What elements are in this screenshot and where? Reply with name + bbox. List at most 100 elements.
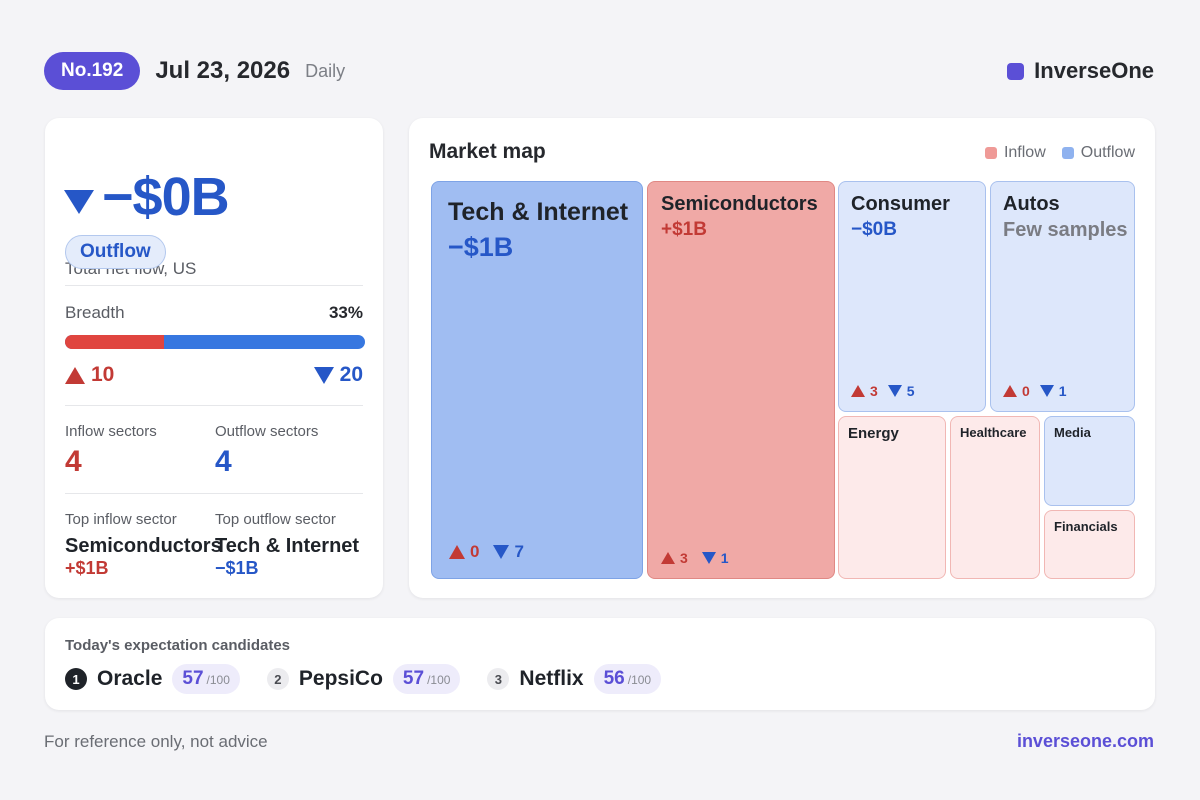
up-triangle-icon (65, 366, 85, 384)
inflow-swatch-icon (984, 147, 997, 159)
score-value: 56 (603, 668, 625, 689)
top-inflow-sector: Semiconductors (65, 535, 222, 557)
tile-up-count: 3 (680, 550, 688, 566)
decliners-count: 20 (310, 363, 363, 387)
tile-counts: 0 1 (1003, 383, 1067, 399)
up-triangle-icon (449, 545, 465, 559)
rank-badge: 2 (266, 668, 289, 690)
candidate-item[interactable]: 3 Netflix 56 /100 (487, 664, 662, 694)
tile-name: Autos (1003, 193, 1060, 215)
website-link[interactable]: inverseone.com (1016, 731, 1154, 751)
tile-consumer[interactable]: Consumer −$0B 3 5 (838, 181, 986, 412)
score-max: /100 (206, 673, 230, 687)
outflow-swatch-icon (1061, 147, 1074, 159)
tile-up: 3 (851, 383, 878, 399)
tile-up-count: 0 (1022, 383, 1030, 399)
score-value: 57 (182, 668, 204, 689)
tile-counts: 3 5 (851, 383, 915, 399)
tile-energy[interactable]: Energy (838, 416, 946, 579)
header: No.192 Jul 23, 2026 Daily InverseOne (44, 51, 1154, 91)
tile-semiconductors[interactable]: Semiconductors +$1B 3 1 (647, 181, 835, 579)
down-triangle-icon (887, 385, 902, 397)
tile-name: Healthcare (960, 425, 1027, 440)
tile-name: Energy (848, 425, 899, 442)
issue-badge: No.192 (44, 52, 141, 90)
flow-direction-badge: Outflow (65, 235, 166, 269)
top-inflow-label: Top inflow sector (65, 511, 177, 528)
disclaimer: For reference only, not advice (44, 732, 268, 751)
breadth-bar (65, 335, 365, 349)
legend-outflow-label: Outflow (1080, 144, 1135, 161)
divider (65, 285, 363, 286)
up-triangle-icon (661, 552, 675, 564)
market-map-title: Market map (429, 140, 546, 163)
market-map-legend: Inflow Outflow (969, 144, 1135, 162)
net-flow-amount: −$0B (102, 167, 230, 227)
score-max: /100 (427, 673, 451, 687)
rank-badge: 1 (65, 668, 87, 690)
advancers-count: 10 (65, 363, 114, 387)
tile-down: 5 (887, 383, 915, 399)
candidate-name: Oracle (97, 667, 163, 690)
tile-up: 3 (661, 550, 688, 566)
tile-value: −$0B (851, 219, 897, 240)
inflow-sectors-count: 4 (65, 445, 82, 478)
legend-inflow-label: Inflow (1003, 144, 1046, 161)
tile-financials[interactable]: Financials (1044, 510, 1135, 579)
candidate-item[interactable]: 2 PepsiCo 57 /100 (266, 664, 461, 694)
tile-counts: 3 1 (661, 550, 729, 566)
down-triangle-icon (313, 366, 334, 384)
breadth-label: Breadth (65, 303, 125, 322)
tile-down: 1 (701, 550, 729, 566)
score-max: /100 (627, 673, 652, 687)
brand-logo-icon (1007, 62, 1025, 80)
tile-value: −$1B (448, 232, 514, 262)
down-triangle-icon (701, 552, 716, 564)
report-date: Jul 23, 2026 (155, 57, 291, 84)
tile-up-count: 0 (470, 542, 480, 561)
candidate-score: 57 /100 (392, 664, 461, 694)
up-triangle-icon (1003, 385, 1017, 397)
tile-media[interactable]: Media (1044, 416, 1135, 506)
brand-name: InverseOne (1034, 58, 1154, 83)
tile-value: +$1B (661, 219, 707, 240)
tile-up: 0 (1003, 383, 1030, 399)
tile-down: 7 (493, 542, 524, 562)
candidate-item[interactable]: 1 Oracle 57 /100 (65, 664, 240, 694)
tile-up-count: 3 (870, 383, 878, 399)
tile-down-count: 5 (906, 383, 915, 399)
up-triangle-icon (851, 385, 865, 397)
tile-down-count: 7 (514, 542, 524, 561)
market-map-card: Market map Inflow Outflow Tech & Interne… (409, 118, 1155, 598)
decliners-value: 20 (339, 363, 363, 386)
tile-down: 1 (1039, 383, 1067, 399)
candidates-list: 1 Oracle 57 /100 2 PepsiCo 57 /100 3 Net… (65, 664, 688, 694)
tile-healthcare[interactable]: Healthcare (950, 416, 1040, 579)
outflow-sectors-count: 4 (215, 445, 232, 478)
down-triangle-icon (1039, 385, 1054, 397)
tile-tech-internet[interactable]: Tech & Internet −$1B 0 7 (431, 181, 643, 579)
inflow-sectors-label: Inflow sectors (65, 423, 157, 440)
divider (65, 405, 363, 406)
candidate-score: 56 /100 (593, 664, 662, 694)
tile-name: Media (1054, 425, 1091, 440)
top-outflow-label: Top outflow sector (215, 511, 336, 528)
advancers-value: 10 (91, 363, 115, 386)
tile-down-count: 1 (720, 550, 729, 566)
candidate-name: PepsiCo (298, 667, 383, 690)
candidate-name: Netflix (519, 667, 584, 690)
candidate-score: 57 /100 (172, 664, 240, 694)
tile-value: Few samples (1003, 219, 1128, 241)
net-flow-value: −$0B (64, 166, 230, 228)
down-triangle-icon (493, 545, 510, 559)
legend-inflow: Inflow (984, 144, 1046, 162)
tile-name: Consumer (851, 193, 950, 215)
tile-counts: 0 7 (449, 542, 524, 562)
tile-autos[interactable]: Autos Few samples 0 1 (990, 181, 1135, 412)
summary-card: Total net flow, US (45, 118, 383, 598)
report-period: Daily (305, 60, 346, 81)
top-outflow-sector: Tech & Internet (215, 535, 360, 557)
score-value: 57 (402, 668, 425, 689)
tile-name: Financials (1054, 519, 1118, 534)
candidates-title: Today's expectation candidates (65, 637, 291, 654)
